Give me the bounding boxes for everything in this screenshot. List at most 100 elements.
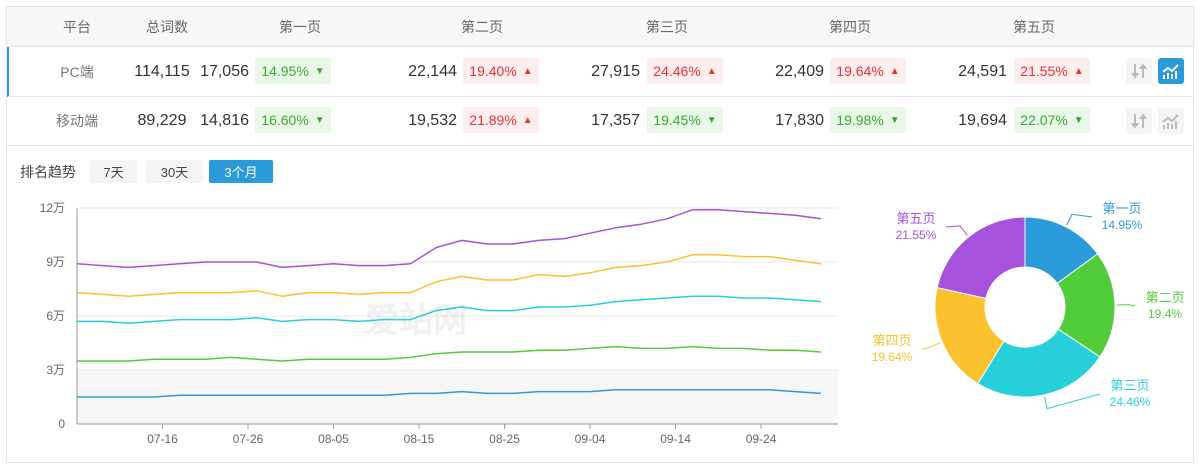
x-tick-label: 08-25 — [489, 432, 520, 446]
column-header: 第二页 — [461, 18, 503, 35]
percent-value: 21.55% — [1020, 63, 1068, 79]
table-row-pc: PC端 114,115 17,056 14.95% ▼ 22,144 19.40% ▲ 27,9… — [7, 47, 1193, 97]
percent-value: 16.60% — [261, 112, 309, 128]
y-tick-label: 0 — [58, 417, 65, 431]
y-tick-label: 12万 — [40, 201, 65, 215]
label-leader-line — [1066, 213, 1093, 226]
percent-value: 21.89% — [469, 112, 517, 128]
percent-badge: 19.40% ▲ — [463, 58, 539, 84]
slice-percent: 24.46% — [1110, 395, 1151, 409]
total-keywords: 114,115 — [134, 62, 190, 80]
arrow-down-icon: ▼ — [314, 65, 325, 77]
arrow-up-icon: ▲ — [522, 65, 533, 77]
percent-badge: 22.07% ▼ — [1014, 107, 1090, 133]
series-line-2 — [77, 295, 821, 324]
slice-percent: 19.4% — [1148, 307, 1182, 321]
arrow-up-icon: ▲ — [1073, 65, 1084, 77]
sort-icon[interactable] — [1126, 58, 1152, 84]
page-count: 17,056 — [200, 62, 249, 80]
column-header: 平台 — [63, 18, 91, 35]
percent-value: 19.98% — [836, 112, 884, 128]
column-header: 总词数 — [146, 18, 188, 35]
slice-name: 第二页 — [1145, 290, 1184, 305]
column-header: 第三页 — [646, 18, 688, 35]
series-line-0 — [77, 389, 821, 398]
page-count: 17,357 — [591, 112, 640, 129]
x-tick-label: 07-16 — [147, 432, 178, 446]
slice-name: 第五页 — [896, 211, 935, 226]
pie-slice — [976, 328, 1101, 398]
percent-badge: 19.64% ▲ — [830, 58, 906, 84]
split-area — [77, 370, 838, 424]
label-leader-line — [921, 342, 941, 350]
series-line-4 — [76, 209, 822, 269]
y-tick-label: 6万 — [46, 309, 65, 323]
percent-value: 19.64% — [836, 63, 884, 79]
page-count: 27,915 — [591, 62, 640, 80]
arrow-down-icon: ▼ — [706, 114, 717, 126]
label-leader-line — [945, 225, 968, 236]
trend-panel — [6, 145, 1194, 463]
page-count: 22,409 — [775, 62, 824, 80]
y-tick-label: 3万 — [46, 363, 65, 377]
page-count: 14,816 — [200, 112, 249, 129]
pie-slice — [934, 287, 1005, 385]
label-leader-line — [1044, 393, 1101, 410]
sort-icon[interactable] — [1126, 108, 1152, 134]
arrow-down-icon: ▼ — [1073, 114, 1084, 126]
table-header: 平台 总词数 第一页 第二页 第三页 第四页 第五页 — [7, 7, 1193, 47]
trend-chart-icon[interactable] — [1158, 108, 1184, 134]
percent-value: 22.07% — [1020, 112, 1068, 128]
slice-percent: 21.55% — [896, 228, 937, 242]
series-line-1 — [77, 345, 821, 362]
series-line-3 — [76, 254, 822, 297]
page-count: 22,144 — [408, 62, 457, 80]
arrow-down-icon: ▼ — [314, 114, 325, 126]
page-count: 17,830 — [775, 112, 824, 129]
percent-badge: 21.89% ▲ — [463, 107, 539, 133]
percent-badge: 21.55% ▲ — [1014, 58, 1090, 84]
table-row-mobile: 移动端 89,229 14,816 16.60% ▼ 19,532 21.89% ▲ 17,35… — [7, 97, 1193, 146]
trend-chart-icon[interactable] — [1158, 58, 1184, 84]
percent-value: 19.45% — [653, 112, 701, 128]
column-header: 第一页 — [279, 18, 321, 35]
page-count: 24,591 — [958, 62, 1007, 80]
percent-badge: 19.45% ▼ — [647, 107, 723, 133]
x-tick-label: 07-26 — [233, 432, 264, 446]
page-count: 19,694 — [958, 112, 1007, 129]
total-keywords: 89,229 — [137, 112, 187, 129]
percent-value: 19.40% — [469, 63, 517, 79]
pie-slice — [936, 216, 1026, 299]
arrow-up-icon: ▲ — [889, 65, 900, 77]
range-3m-button[interactable]: 3个月 — [209, 160, 273, 183]
trend-title: 排名趋势 — [20, 164, 76, 180]
platform-name: PC端 — [60, 63, 94, 80]
percent-badge: 14.95% ▼ — [255, 58, 331, 84]
percent-badge: 16.60% ▼ — [255, 107, 331, 133]
x-tick-label: 09-04 — [575, 432, 606, 446]
slice-name: 第一页 — [1102, 201, 1141, 216]
ranking-table: 平台 总词数 第一页 第二页 第三页 第四页 第五页 PC端 114,115 17,056 14.… — [6, 6, 1194, 146]
percent-badge: 24.46% ▲ — [647, 58, 723, 84]
x-tick-label: 08-15 — [404, 432, 435, 446]
platform-name: 移动端 — [56, 113, 98, 129]
arrow-down-icon: ▼ — [889, 114, 900, 126]
label-leader-line — [1116, 304, 1136, 307]
x-tick-label: 08-05 — [318, 432, 349, 446]
arrow-up-icon: ▲ — [522, 114, 533, 126]
slice-name: 第四页 — [872, 333, 911, 348]
slice-percent: 14.95% — [1102, 218, 1143, 232]
column-header: 第四页 — [829, 18, 871, 35]
slice-name: 第三页 — [1110, 378, 1149, 393]
y-tick-label: 9万 — [46, 255, 65, 269]
percent-value: 24.46% — [653, 63, 701, 79]
column-header: 第五页 — [1013, 18, 1055, 35]
x-tick-label: 09-14 — [660, 432, 691, 446]
arrow-up-icon: ▲ — [706, 65, 717, 77]
range-7d-button[interactable]: 7天 — [90, 160, 137, 183]
range-30d-button[interactable]: 30天 — [146, 160, 203, 183]
percent-value: 14.95% — [261, 63, 309, 79]
page-count: 19,532 — [408, 112, 457, 129]
percent-badge: 19.98% ▼ — [830, 107, 906, 133]
